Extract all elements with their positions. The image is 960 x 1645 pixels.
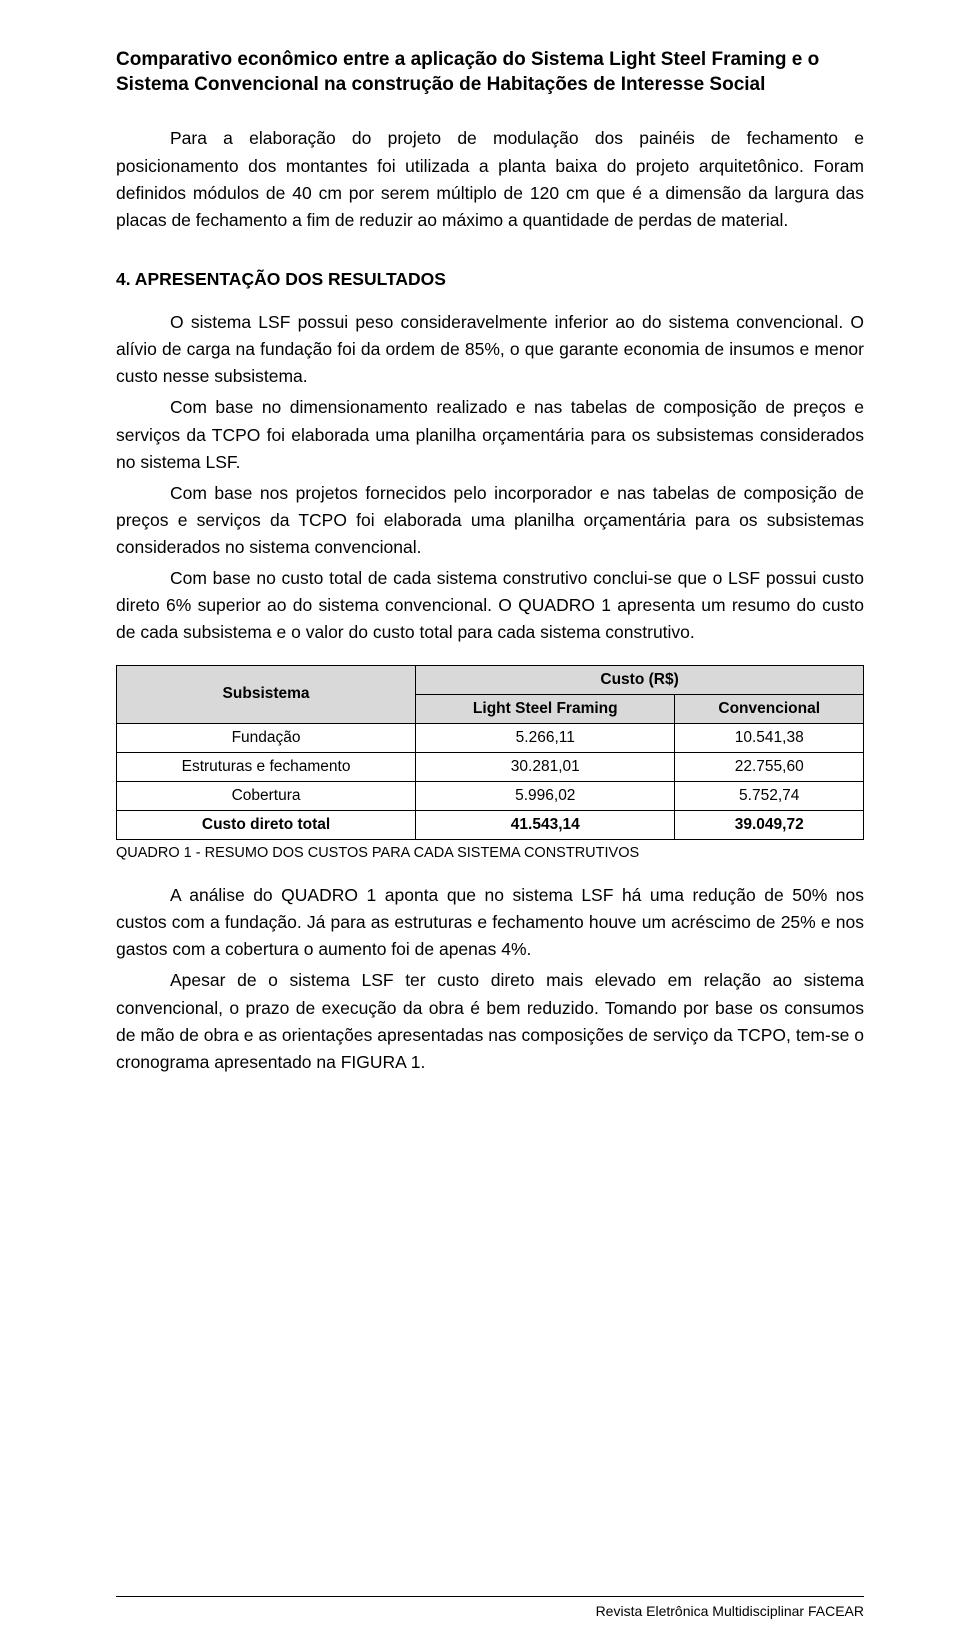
row-val-conv: 10.541,38 xyxy=(675,723,864,752)
paragraph-6: Apesar de o sistema LSF ter custo direto… xyxy=(116,967,864,1076)
row-val-lsf: 5.266,11 xyxy=(416,723,675,752)
row-val-conv: 22.755,60 xyxy=(675,752,864,781)
col-group-custo: Custo (R$) xyxy=(416,665,864,694)
paragraph-2: Com base no dimensionamento realizado e … xyxy=(116,394,864,475)
footer-text: Revista Eletrônica Multidisciplinar FACE… xyxy=(596,1603,864,1619)
row-label: Custo direto total xyxy=(117,810,416,839)
row-label: Cobertura xyxy=(117,781,416,810)
row-val-lsf: 5.996,02 xyxy=(416,781,675,810)
table-row-total: Custo direto total 41.543,14 39.049,72 xyxy=(117,810,864,839)
row-val-lsf: 30.281,01 xyxy=(416,752,675,781)
row-val-conv: 39.049,72 xyxy=(675,810,864,839)
paragraph-5: A análise do QUADRO 1 aponta que no sist… xyxy=(116,882,864,963)
table-caption: QUADRO 1 - RESUMO DOS CUSTOS PARA CADA S… xyxy=(116,842,864,864)
paragraph-1: O sistema LSF possui peso consideravelme… xyxy=(116,309,864,390)
col-subsistema: Subsistema xyxy=(117,665,416,723)
table-row: Fundação 5.266,11 10.541,38 xyxy=(117,723,864,752)
table-row: Estruturas e fechamento 30.281,01 22.755… xyxy=(117,752,864,781)
section-heading: 4. APRESENTAÇÃO DOS RESULTADOS xyxy=(116,266,864,293)
row-label: Estruturas e fechamento xyxy=(117,752,416,781)
paragraph-3: Com base nos projetos fornecidos pelo in… xyxy=(116,480,864,561)
row-label: Fundação xyxy=(117,723,416,752)
row-val-lsf: 41.543,14 xyxy=(416,810,675,839)
body-text: Para a elaboração do projeto de modulaçã… xyxy=(116,125,864,1076)
page-title: Comparativo econômico entre a aplicação … xyxy=(116,48,864,97)
col-conv: Convencional xyxy=(675,694,864,723)
page: Comparativo econômico entre a aplicação … xyxy=(0,0,960,1645)
intro-paragraph: Para a elaboração do projeto de modulaçã… xyxy=(116,125,864,234)
row-val-conv: 5.752,74 xyxy=(675,781,864,810)
paragraph-4: Com base no custo total de cada sistema … xyxy=(116,565,864,646)
costs-table: Subsistema Custo (R$) Light Steel Framin… xyxy=(116,665,864,840)
col-lsf: Light Steel Framing xyxy=(416,694,675,723)
footer-divider xyxy=(116,1596,864,1597)
table-row: Cobertura 5.996,02 5.752,74 xyxy=(117,781,864,810)
table-header-row-1: Subsistema Custo (R$) xyxy=(117,665,864,694)
